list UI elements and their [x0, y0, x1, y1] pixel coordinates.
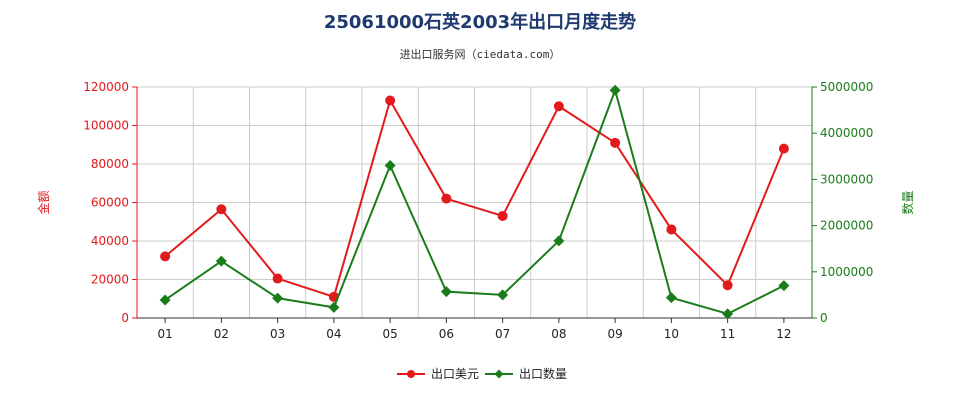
data-point-amount: [216, 204, 227, 215]
left-axis-title: 金额: [36, 190, 51, 214]
data-point-amount: [553, 101, 564, 112]
left-axis-tick-label: 120000: [83, 80, 129, 94]
legend-marker-quantity: [494, 369, 504, 379]
right-axis-tick-label: 1000000: [820, 265, 873, 279]
data-point-quantity: [722, 308, 734, 320]
x-axis-tick-label: 11: [720, 327, 735, 341]
x-axis-tick-label: 08: [551, 327, 566, 341]
chart-title: 25061000石英2003年出口月度走势: [323, 12, 637, 33]
data-point-amount: [160, 251, 171, 262]
right-axis-tick-label: 5000000: [820, 80, 873, 94]
data-point-quantity: [272, 292, 284, 304]
data-point-quantity: [778, 280, 790, 292]
data-point-amount: [778, 143, 789, 154]
right-axis-tick-label: 3000000: [820, 172, 873, 186]
left-axis-tick-label: 40000: [91, 234, 129, 248]
data-point-amount: [610, 137, 621, 148]
left-axis-tick-label: 20000: [91, 273, 129, 287]
data-point-amount: [441, 193, 452, 204]
data-point-quantity: [328, 301, 340, 313]
x-axis-tick-label: 10: [664, 327, 679, 341]
data-point-quantity: [609, 84, 621, 96]
left-axis-tick-label: 0: [121, 311, 129, 325]
chart-subtitle: 进出口服务网（ciedata.com）: [399, 48, 561, 61]
data-point-quantity: [665, 292, 677, 304]
series-line-amount: [164, 97, 785, 299]
data-point-amount: [666, 224, 677, 235]
left-axis-tick-label: 80000: [91, 157, 129, 171]
x-axis-tick-label: 12: [776, 327, 791, 341]
right-axis-tick-label: 2000000: [820, 219, 873, 233]
x-axis-tick-label: 09: [607, 327, 622, 341]
data-point-quantity: [215, 255, 227, 267]
data-point-quantity: [384, 160, 396, 172]
x-axis-tick-label: 05: [382, 327, 397, 341]
right-axis-tick-label: 4000000: [820, 126, 873, 140]
data-point-amount: [272, 273, 283, 284]
legend-label-quantity: 出口数量: [519, 366, 567, 381]
x-axis-tick-label: 03: [270, 327, 285, 341]
data-point-quantity: [159, 294, 171, 306]
x-axis-tick-label: 04: [326, 327, 341, 341]
x-axis-tick-label: 06: [439, 327, 454, 341]
legend-marker-amount: [407, 370, 415, 378]
legend-label-amount: 出口美元: [431, 367, 479, 381]
right-axis-tick-label: 0: [820, 311, 828, 325]
left-axis-tick-label: 60000: [91, 196, 129, 210]
data-point-quantity: [553, 235, 565, 247]
right-axis-title: 数量: [900, 190, 915, 214]
series-line-quantity: [164, 86, 785, 315]
data-point-amount: [385, 95, 396, 106]
x-axis-tick-label: 07: [495, 327, 510, 341]
data-point-quantity: [440, 286, 452, 298]
x-axis-tick-label: 01: [157, 327, 172, 341]
data-point-amount: [497, 210, 508, 221]
left-axis-tick-label: 100000: [83, 119, 129, 133]
data-point-amount: [722, 280, 733, 291]
x-axis-tick-label: 02: [214, 327, 229, 341]
data-point-quantity: [497, 289, 509, 301]
